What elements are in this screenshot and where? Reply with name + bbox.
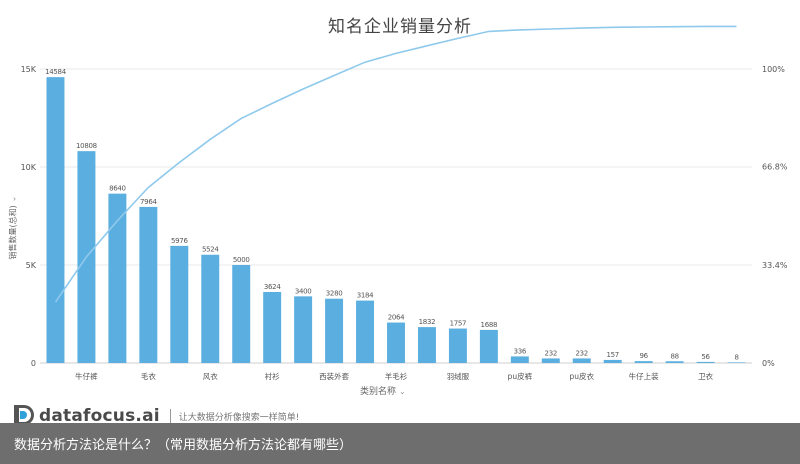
x-axis-title-text: 类别名称 <box>360 387 397 397</box>
pareto-chart: 0 5K 10K 15K 0% 33.4% 66.8% 100% 14584 10808 牛仔裤 86… <box>8 17 788 397</box>
bar <box>46 77 65 364</box>
x-tick-label: pu皮裤 <box>508 371 533 381</box>
bar-value-label: 5524 <box>202 246 219 254</box>
bar <box>325 298 344 363</box>
x-tick-label: 风衣 <box>203 371 218 381</box>
bar <box>665 361 684 363</box>
y2-tick-label: 0% <box>762 359 775 368</box>
bar <box>448 328 467 363</box>
x-tick-label: 牛仔裤 <box>75 371 98 381</box>
bar <box>139 206 158 363</box>
bar-value-label: 88 <box>670 352 678 360</box>
caption-bar: 数据分析方法论是什么？（常用数据分析方法论都有哪些） <box>0 423 800 464</box>
x-axis-title[interactable]: 类别名称 ⌄ <box>360 384 406 397</box>
y-tick-label: 5K <box>26 261 37 270</box>
bar-value-label: 8640 <box>109 185 126 193</box>
caption-text: 数据分析方法论是什么？（常用数据分析方法论都有哪些） <box>14 438 353 453</box>
y-tick-label: 15K <box>21 65 37 74</box>
brand-divider <box>169 409 171 423</box>
y2-tick-label: 100% <box>762 65 785 74</box>
bar-value-label: 232 <box>545 349 557 357</box>
y-axis-title[interactable]: 销售数量(总和) ⌄ <box>8 193 19 263</box>
bar <box>603 359 622 363</box>
chart-title: 知名企业销量分析 <box>328 17 472 37</box>
bar <box>727 362 746 363</box>
bar-value-label: 232 <box>576 349 588 357</box>
y2-tick-label: 33.4% <box>762 261 788 270</box>
y2-tick-label: 66.8% <box>762 163 788 172</box>
brand-slogan: 让大数据分析像搜索一样简单! <box>178 412 300 423</box>
bar <box>387 322 405 363</box>
bar <box>541 358 560 363</box>
bar-value-label: 5976 <box>171 237 188 245</box>
bar <box>417 327 436 363</box>
y-tick-label: 0 <box>31 359 36 368</box>
bar <box>510 356 529 363</box>
bar <box>232 265 251 363</box>
chevron-down-icon: ⌄ <box>399 387 406 396</box>
x-tick-label: 牛仔上装 <box>629 371 659 381</box>
bar-value-label: 5000 <box>233 256 250 264</box>
x-tick-label: 衬衫 <box>265 371 280 381</box>
bar <box>108 193 127 363</box>
bar-value-label: 3184 <box>357 292 374 300</box>
bar-value-label: 3280 <box>326 290 343 298</box>
bar-value-label: 2064 <box>388 314 405 322</box>
y-axis-title-text: 销售数量(总和) <box>8 205 18 260</box>
bar <box>479 329 498 363</box>
bar <box>294 296 313 363</box>
brand-name: datafocus.ai <box>39 406 160 426</box>
bar-value-label: 3624 <box>264 283 281 291</box>
bar <box>356 300 375 363</box>
x-tick-label: pu皮衣 <box>569 371 594 381</box>
bar-value-label: 14584 <box>45 68 67 76</box>
chevron-down-icon: ⌄ <box>8 195 18 203</box>
bar <box>263 291 282 363</box>
bar <box>634 361 653 363</box>
bar <box>201 254 220 363</box>
x-tick-label: 毛衣 <box>141 371 156 381</box>
bar-value-label: 1757 <box>450 320 467 328</box>
bar-value-label: 56 <box>701 353 710 361</box>
bar-value-label: 336 <box>514 347 527 355</box>
x-tick-label: 羽绒服 <box>447 371 470 381</box>
bar-value-label: 8 <box>734 353 738 361</box>
bar-value-label: 3400 <box>295 287 312 295</box>
bar <box>170 245 189 363</box>
bar <box>572 358 591 363</box>
bar-value-label: 96 <box>639 352 648 360</box>
bar <box>696 361 715 363</box>
bar-value-label: 10808 <box>76 142 97 150</box>
x-tick-label: 羊毛衫 <box>385 371 408 381</box>
x-tick-label: 卫衣 <box>698 371 713 381</box>
bar-value-label: 1832 <box>419 318 436 326</box>
x-tick-label: 西装外套 <box>319 371 349 381</box>
bar-value-label: 7964 <box>140 198 157 206</box>
chart-plot: 0 5K 10K 15K 0% 33.4% 66.8% 100% 14584 10808 牛仔裤 86… <box>21 25 788 381</box>
cumulative-line <box>54 25 737 303</box>
bar-value-label: 157 <box>606 351 618 359</box>
y-tick-label: 10K <box>21 163 37 172</box>
bar-value-label: 1688 <box>481 321 498 329</box>
